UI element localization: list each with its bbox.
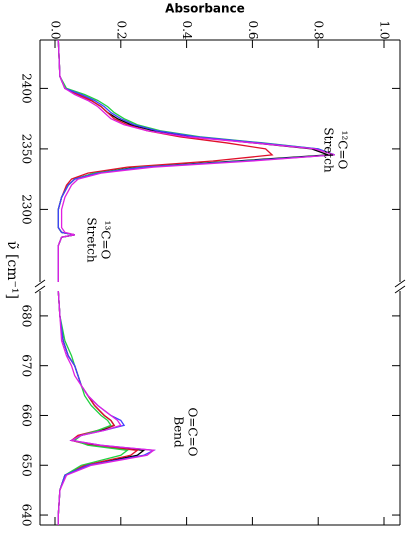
value-tick-label: 0.8 [312, 20, 326, 39]
annotation: ¹²C=O [336, 131, 350, 170]
wavenumber-tick-label: 680 [20, 304, 34, 327]
annotation: O=C=O [186, 408, 200, 457]
wavenumber-axis-title: ν̃ [cm⁻¹] [4, 241, 20, 299]
value-axis-title: Absorbance [165, 2, 245, 16]
wavenumber-tick-label: 2300 [20, 194, 34, 225]
axis-break [34, 279, 406, 294]
value-tick-label: 1.0 [378, 20, 392, 39]
spectrum-line [57, 290, 130, 525]
annotation: ¹³C=O [99, 221, 113, 260]
wavenumber-tick-label: 640 [20, 504, 34, 527]
spectrum-line [57, 290, 139, 525]
value-tick-label: 0.2 [114, 20, 128, 39]
value-tick-label: 0.6 [246, 20, 260, 39]
wavenumber-tick-label: 670 [20, 354, 34, 377]
wavenumber-tick-label: 2350 [20, 134, 34, 165]
spectrum-line [57, 39, 335, 282]
wavenumber-tick-label: 650 [20, 454, 34, 477]
value-tick-label: 0.4 [180, 20, 194, 39]
spectrum-line [57, 290, 157, 525]
value-tick-label: 0.0 [49, 20, 63, 39]
wavenumber-tick-label: 2400 [20, 73, 34, 104]
wavenumber-tick-label: 660 [20, 404, 34, 427]
annotation: Stretch [85, 217, 99, 262]
annotation: Stretch [322, 127, 336, 172]
spectrum-line [57, 290, 156, 525]
annotation: Bend [172, 416, 186, 448]
